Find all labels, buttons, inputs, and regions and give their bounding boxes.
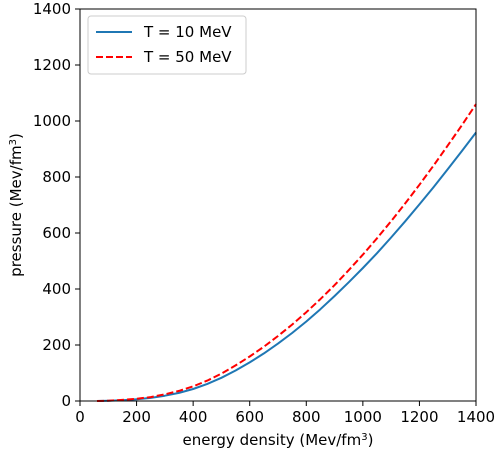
x-tick-label: 0 <box>75 408 85 426</box>
y-tick-label: 800 <box>42 168 71 186</box>
plot-frame <box>79 8 477 402</box>
y-axis-label-close: ) <box>7 133 25 139</box>
x-tick-label: 400 <box>179 408 208 426</box>
x-tick-label: 1000 <box>344 408 382 426</box>
y-axis-label-sup: 3 <box>8 139 19 145</box>
x-tick-label: 200 <box>122 408 151 426</box>
x-axis-ticks: 0 200 400 600 800 1000 1200 1400 <box>75 401 495 426</box>
x-axis-label-sup: 3 <box>361 432 367 443</box>
legend-items: T = 10 MeV T = 50 MeV <box>96 23 232 66</box>
x-tick-label: 800 <box>292 408 321 426</box>
series-group <box>96 103 477 402</box>
y-tick-label: 1400 <box>33 0 71 18</box>
series-line-1 <box>96 131 477 402</box>
x-axis-label-text: energy density (Mev/fm <box>183 431 362 449</box>
y-tick-label: 200 <box>42 336 71 354</box>
x-axis-label-close: ) <box>368 431 374 449</box>
series-line-2 <box>96 103 477 402</box>
y-tick-label: 400 <box>42 280 71 298</box>
y-axis-label-text: pressure (Mev/fm <box>7 145 25 276</box>
legend-label-1: T = 10 MeV <box>143 23 232 41</box>
y-tick-label: 1200 <box>33 56 71 74</box>
y-axis-label: pressure (Mev/fm3) <box>7 133 25 277</box>
legend-box <box>87 15 247 75</box>
x-tick-label: 1200 <box>400 408 438 426</box>
x-axis-label: energy density (Mev/fm3) <box>183 431 374 449</box>
x-tick-label: 1400 <box>457 408 495 426</box>
y-axis-ticks: 0 200 400 600 800 1000 1200 1400 <box>33 0 80 410</box>
y-tick-label: 0 <box>61 392 71 410</box>
x-tick-label: 600 <box>235 408 264 426</box>
legend: T = 10 MeV T = 50 MeV <box>87 15 247 75</box>
legend-label-2: T = 50 MeV <box>143 48 232 66</box>
y-tick-label: 600 <box>42 224 71 242</box>
y-tick-label: 1000 <box>33 112 71 130</box>
